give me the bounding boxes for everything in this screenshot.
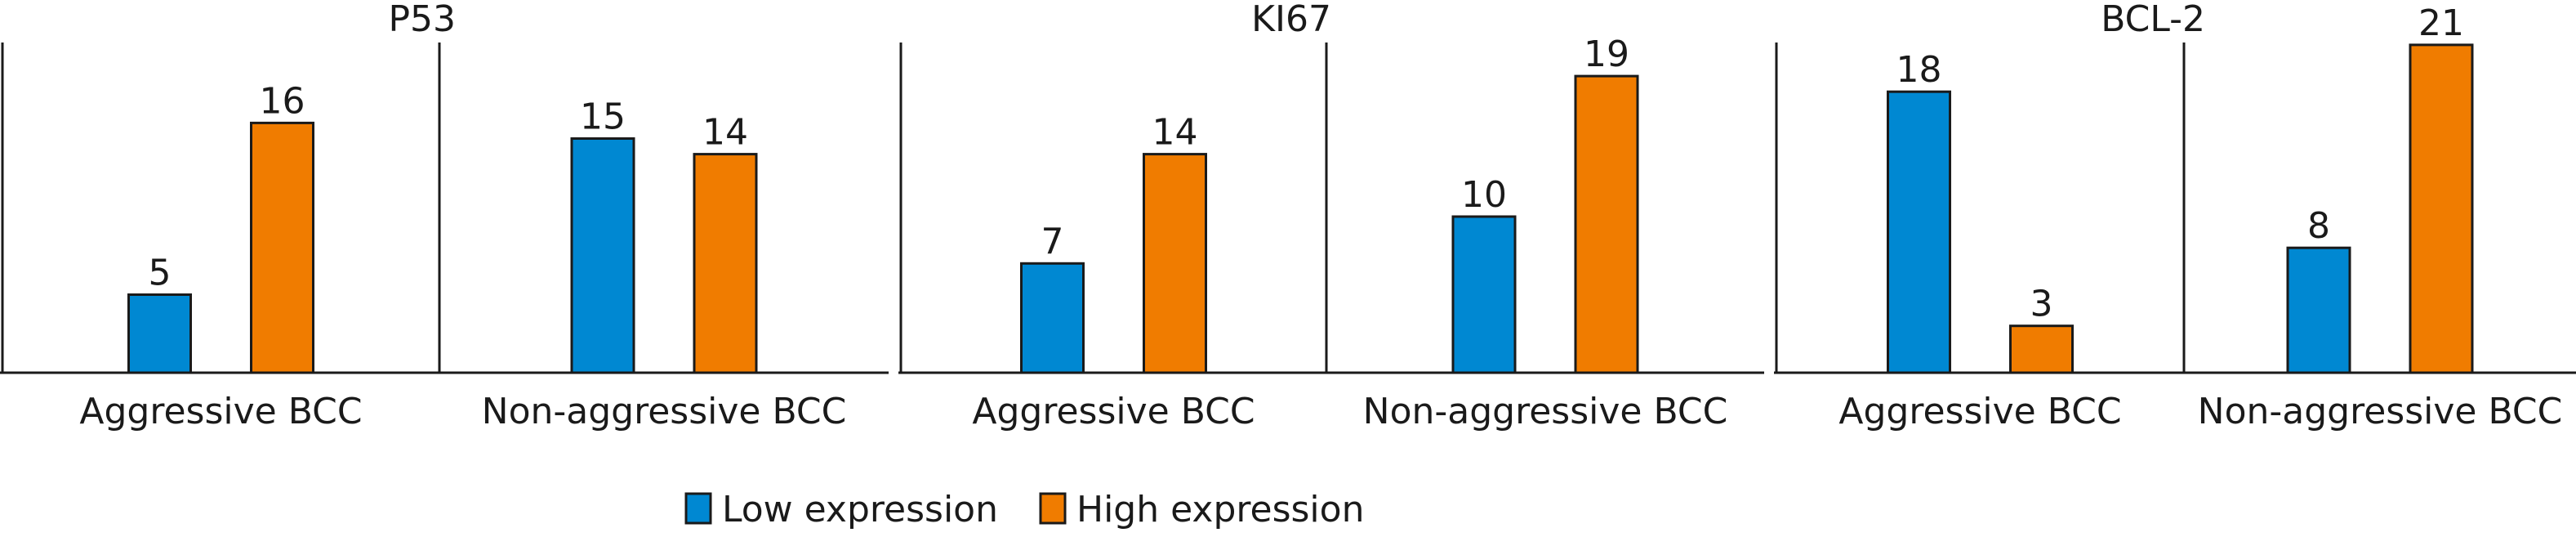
panel-title: BCL-2 (2101, 0, 2205, 40)
bar-low-expression (570, 137, 635, 374)
legend-swatch (1039, 492, 1067, 525)
chart-panels: P53 Aggressive BCC 5 16 Non-aggressive BCC 15… (0, 0, 2576, 432)
panel-title: KI67 (1251, 0, 1331, 40)
bar-value-label: 7 (1041, 221, 1064, 262)
bar-value-label: 3 (2030, 284, 2053, 325)
legend-swatch (684, 492, 712, 525)
category-label: Non-aggressive BCC (2198, 391, 2563, 432)
bar-value-label: 14 (702, 112, 748, 154)
bar-high-expression (250, 121, 314, 374)
panel-p53: P53 Aggressive BCC 5 16 Non-aggressive BCC 15… (0, 0, 889, 432)
bar-high-expression (2009, 324, 2074, 374)
bar-value-label: 18 (1896, 49, 1942, 91)
panel-ki67: KI67 Aggressive BCC 7 14 Non-aggressive BCC 1… (898, 0, 1764, 432)
bar-low-expression (2286, 246, 2351, 374)
bar-value-label: 21 (2418, 2, 2464, 44)
category-label: Aggressive BCC (972, 391, 1255, 432)
bar-high-expression (693, 153, 758, 374)
category-label: Aggressive BCC (79, 391, 362, 432)
bar-value-label: 19 (1584, 34, 1629, 75)
category-label: Non-aggressive BCC (482, 391, 847, 432)
bar-low-expression (1451, 215, 1517, 374)
bar-value-label: 10 (1461, 174, 1507, 216)
panel-title: P53 (388, 0, 456, 40)
bar-value-label: 14 (1152, 112, 1198, 154)
category-label: Non-aggressive BCC (1363, 391, 1728, 432)
bar-low-expression (127, 293, 192, 374)
legend-label: High expression (1076, 489, 1364, 530)
legend-item-high: High expression (1039, 489, 1364, 530)
legend-item-low: Low expression (684, 489, 998, 530)
bar-high-expression (2409, 43, 2474, 374)
bar-low-expression (1020, 262, 1085, 374)
bar-high-expression (1574, 74, 1639, 374)
bar-value-label: 15 (580, 96, 626, 138)
legend: Low expression High expression (684, 489, 1364, 530)
bar-value-label: 5 (149, 253, 172, 294)
bar-value-label: 16 (260, 80, 305, 122)
category-label: Aggressive BCC (1838, 391, 2121, 432)
panel-bcl-2: BCL-2 Aggressive BCC 18 3 Non-aggressive BCC… (1774, 0, 2576, 432)
bar-high-expression (1143, 153, 1207, 374)
bar-value-label: 8 (2307, 205, 2330, 247)
bar-low-expression (1887, 90, 1951, 374)
legend-label: Low expression (722, 489, 998, 530)
